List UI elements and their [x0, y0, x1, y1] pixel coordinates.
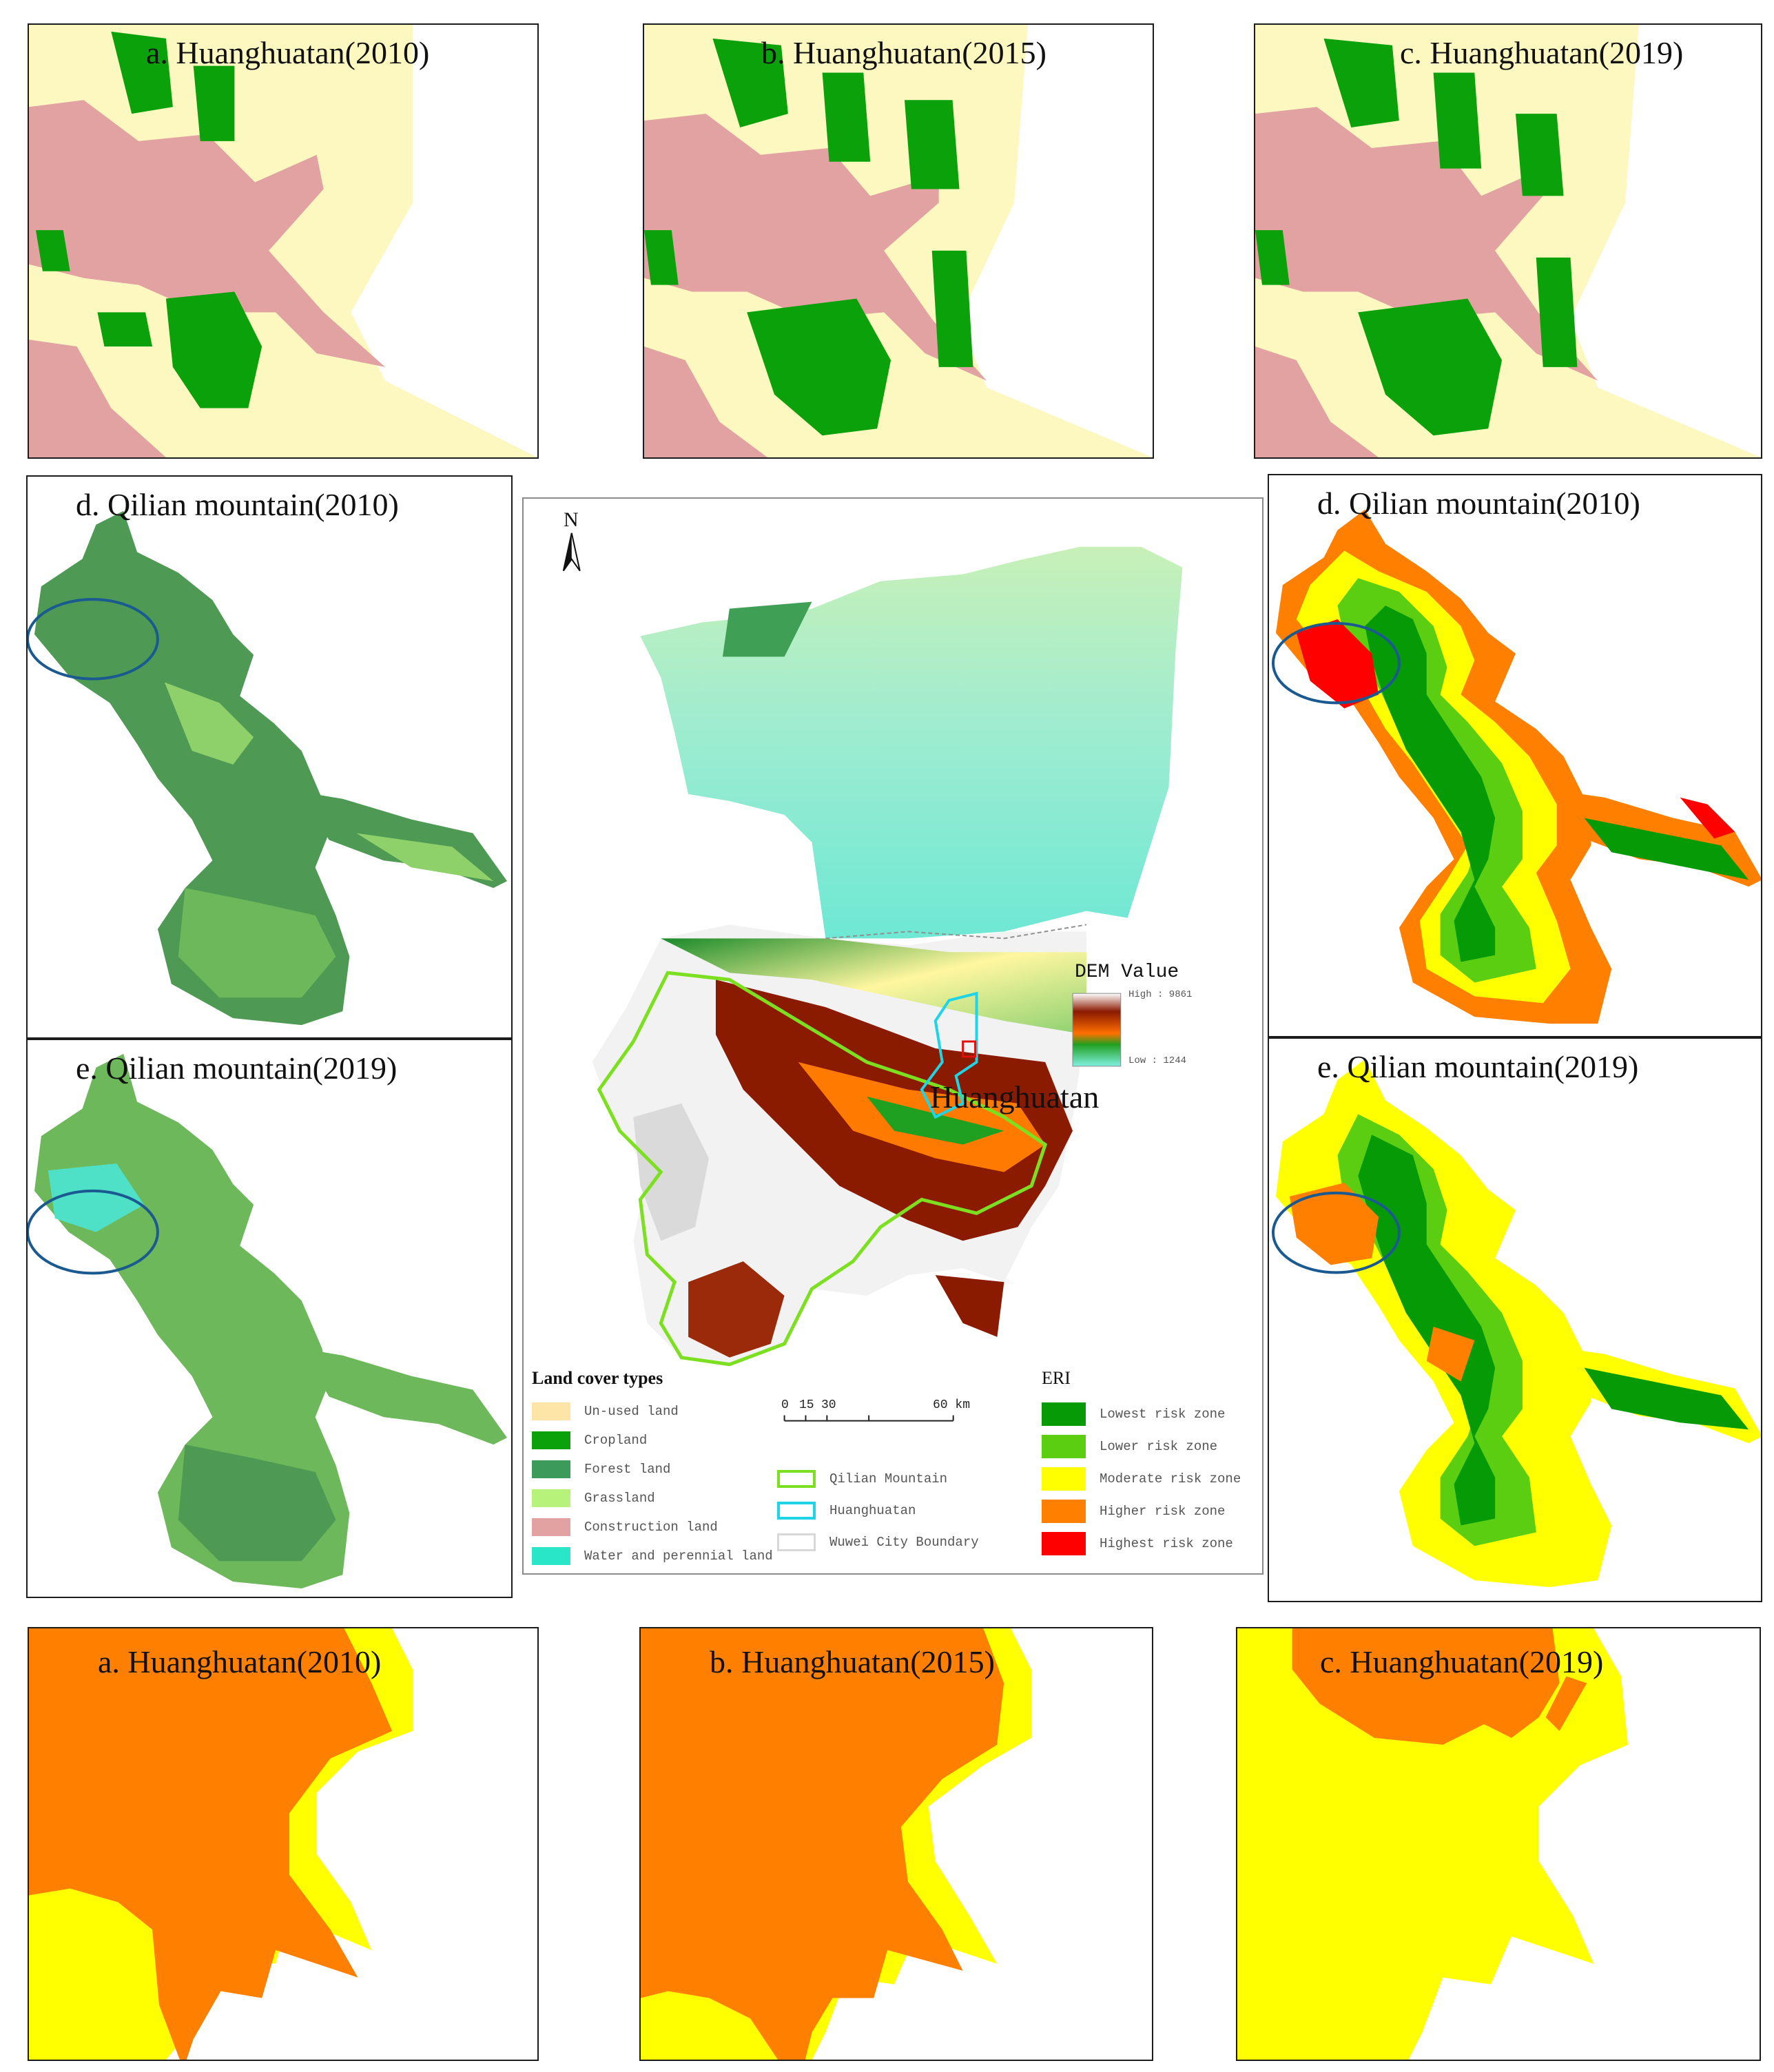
- legend-label: Qilian Mountain: [829, 1471, 948, 1486]
- land-cover-legend-title: Land cover types: [532, 1368, 663, 1388]
- legend-item-forest-land: Forest land: [532, 1460, 670, 1478]
- legend-label: Lowest risk zone: [1100, 1407, 1226, 1422]
- legend-swatch: [1042, 1435, 1086, 1458]
- eri-panel-e: e. Qilian mountain(2019): [1268, 1037, 1762, 1602]
- highlight-ellipse: [28, 598, 159, 681]
- legend-item-lowest-risk: Lowest risk zone: [1042, 1402, 1225, 1426]
- legend-label: Lower risk zone: [1100, 1439, 1218, 1454]
- legend-item-higher-risk: Higher risk zone: [1042, 1500, 1225, 1523]
- highlight-ellipse: [1271, 1191, 1401, 1274]
- scale-label: 15: [799, 1398, 814, 1412]
- legend-swatch: [1042, 1532, 1086, 1555]
- panel-title: a. Huanghuatan(2010): [98, 1644, 382, 1679]
- scale-label: 60 km: [933, 1398, 971, 1412]
- panel-title: a. Huanghuatan(2010): [146, 35, 430, 70]
- legend-swatch: [777, 1502, 816, 1520]
- scale-bar: [783, 1415, 954, 1422]
- scale-label: 30: [821, 1398, 836, 1412]
- eri-panel-c: c. Huanghuatan(2019): [1236, 1627, 1761, 2061]
- lc-panel-b: b. Huanghuatan(2015): [643, 23, 1154, 459]
- panel-title: c. Huanghuatan(2019): [1320, 1644, 1604, 1679]
- legend-swatch: [1042, 1500, 1086, 1523]
- legend-label: Huanghuatan: [829, 1503, 916, 1518]
- legend-label: Higher risk zone: [1100, 1504, 1226, 1519]
- dem-low-label: Low : 1244: [1128, 1055, 1187, 1066]
- legend-label: Wuwei City Boundary: [829, 1535, 979, 1550]
- legend-item-unused-land: Un-used land: [532, 1402, 679, 1420]
- eri-legend: ERI Lowest risk zone Lower risk zone Mod…: [1042, 1368, 1262, 1573]
- legend-item-highest-risk: Highest risk zone: [1042, 1532, 1233, 1555]
- place-label-huanghuatan: Huanghuatan: [930, 1079, 1100, 1115]
- legend-label: Moderate risk zone: [1100, 1471, 1241, 1486]
- panel-title: c. Huanghuatan(2019): [1400, 35, 1684, 70]
- legend-swatch: [777, 1470, 816, 1488]
- north-label: N: [564, 508, 579, 531]
- legend-label: Water and perennial land: [584, 1548, 773, 1564]
- lc-panel-a: a. Huanghuatan(2010): [28, 23, 539, 459]
- legend-label: Grassland: [584, 1491, 655, 1506]
- eri-panel-d: d. Qilian mountain(2010): [1268, 474, 1762, 1037]
- panel-title: b. Huanghuatan(2015): [710, 1644, 995, 1679]
- legend-item-construction-land: Construction land: [532, 1518, 718, 1536]
- lc-panel-e: e. Qilian mountain(2019): [26, 1039, 513, 1598]
- scale-label: 0: [781, 1398, 789, 1412]
- panel-title: d. Qilian mountain(2010): [76, 487, 399, 522]
- legend-swatch: [1042, 1402, 1086, 1426]
- legend-label: Highest risk zone: [1100, 1536, 1233, 1551]
- legend-item-cropland: Cropland: [532, 1431, 647, 1449]
- center-map-panel: N Huanghuatan DEM Value High : 9861 Low …: [522, 497, 1264, 1575]
- north-arrow-icon: [562, 532, 581, 572]
- eri-panel-b: b. Huanghuatan(2015): [639, 1627, 1153, 2061]
- legend-swatch: [532, 1518, 570, 1536]
- legend-label: Construction land: [584, 1520, 718, 1535]
- legend-swatch: [532, 1431, 570, 1449]
- boundary-legend: Qilian Mountain Huanghuatan Wuwei City B…: [777, 1470, 1004, 1573]
- panel-title: e. Qilian mountain(2019): [76, 1050, 398, 1086]
- legend-label: Un-used land: [584, 1404, 679, 1419]
- legend-item-city-boundary: Wuwei City Boundary: [777, 1533, 979, 1551]
- legend-swatch: [532, 1489, 570, 1507]
- highlight-ellipse: [1271, 621, 1401, 705]
- dem-high-label: High : 9861: [1128, 989, 1193, 1000]
- legend-label: Forest land: [584, 1462, 671, 1477]
- legend-item-grassland: Grassland: [532, 1489, 655, 1507]
- lc-panel-c: c. Huanghuatan(2019): [1254, 23, 1762, 459]
- legend-item-lower-risk: Lower risk zone: [1042, 1435, 1217, 1458]
- legend-swatch: [1042, 1467, 1086, 1491]
- legend-item-huanghuatan-boundary: Huanghuatan: [777, 1502, 916, 1520]
- land-cover-legend: Land cover types Un-used land Cropland F…: [532, 1368, 794, 1573]
- legend-swatch: [532, 1402, 570, 1420]
- legend-swatch: [532, 1547, 570, 1565]
- highlight-ellipse: [28, 1189, 159, 1275]
- panel-title: b. Huanghuatan(2015): [761, 35, 1046, 70]
- lc-panel-d: d. Qilian mountain(2010): [26, 475, 513, 1039]
- legend-item-water: Water and perennial land: [532, 1547, 773, 1565]
- panel-title: d. Qilian mountain(2010): [1317, 486, 1640, 521]
- panel-title: e. Qilian mountain(2019): [1317, 1049, 1639, 1084]
- legend-swatch: [777, 1533, 816, 1551]
- dem-legend-title: DEM Value: [1075, 962, 1179, 983]
- legend-item-moderate-risk: Moderate risk zone: [1042, 1467, 1241, 1491]
- legend-item-qilian-boundary: Qilian Mountain: [777, 1470, 947, 1488]
- legend-label: Cropland: [584, 1433, 648, 1448]
- eri-legend-title: ERI: [1042, 1368, 1071, 1388]
- legend-swatch: [532, 1460, 570, 1478]
- eri-panel-a: a. Huanghuatan(2010): [28, 1627, 539, 2061]
